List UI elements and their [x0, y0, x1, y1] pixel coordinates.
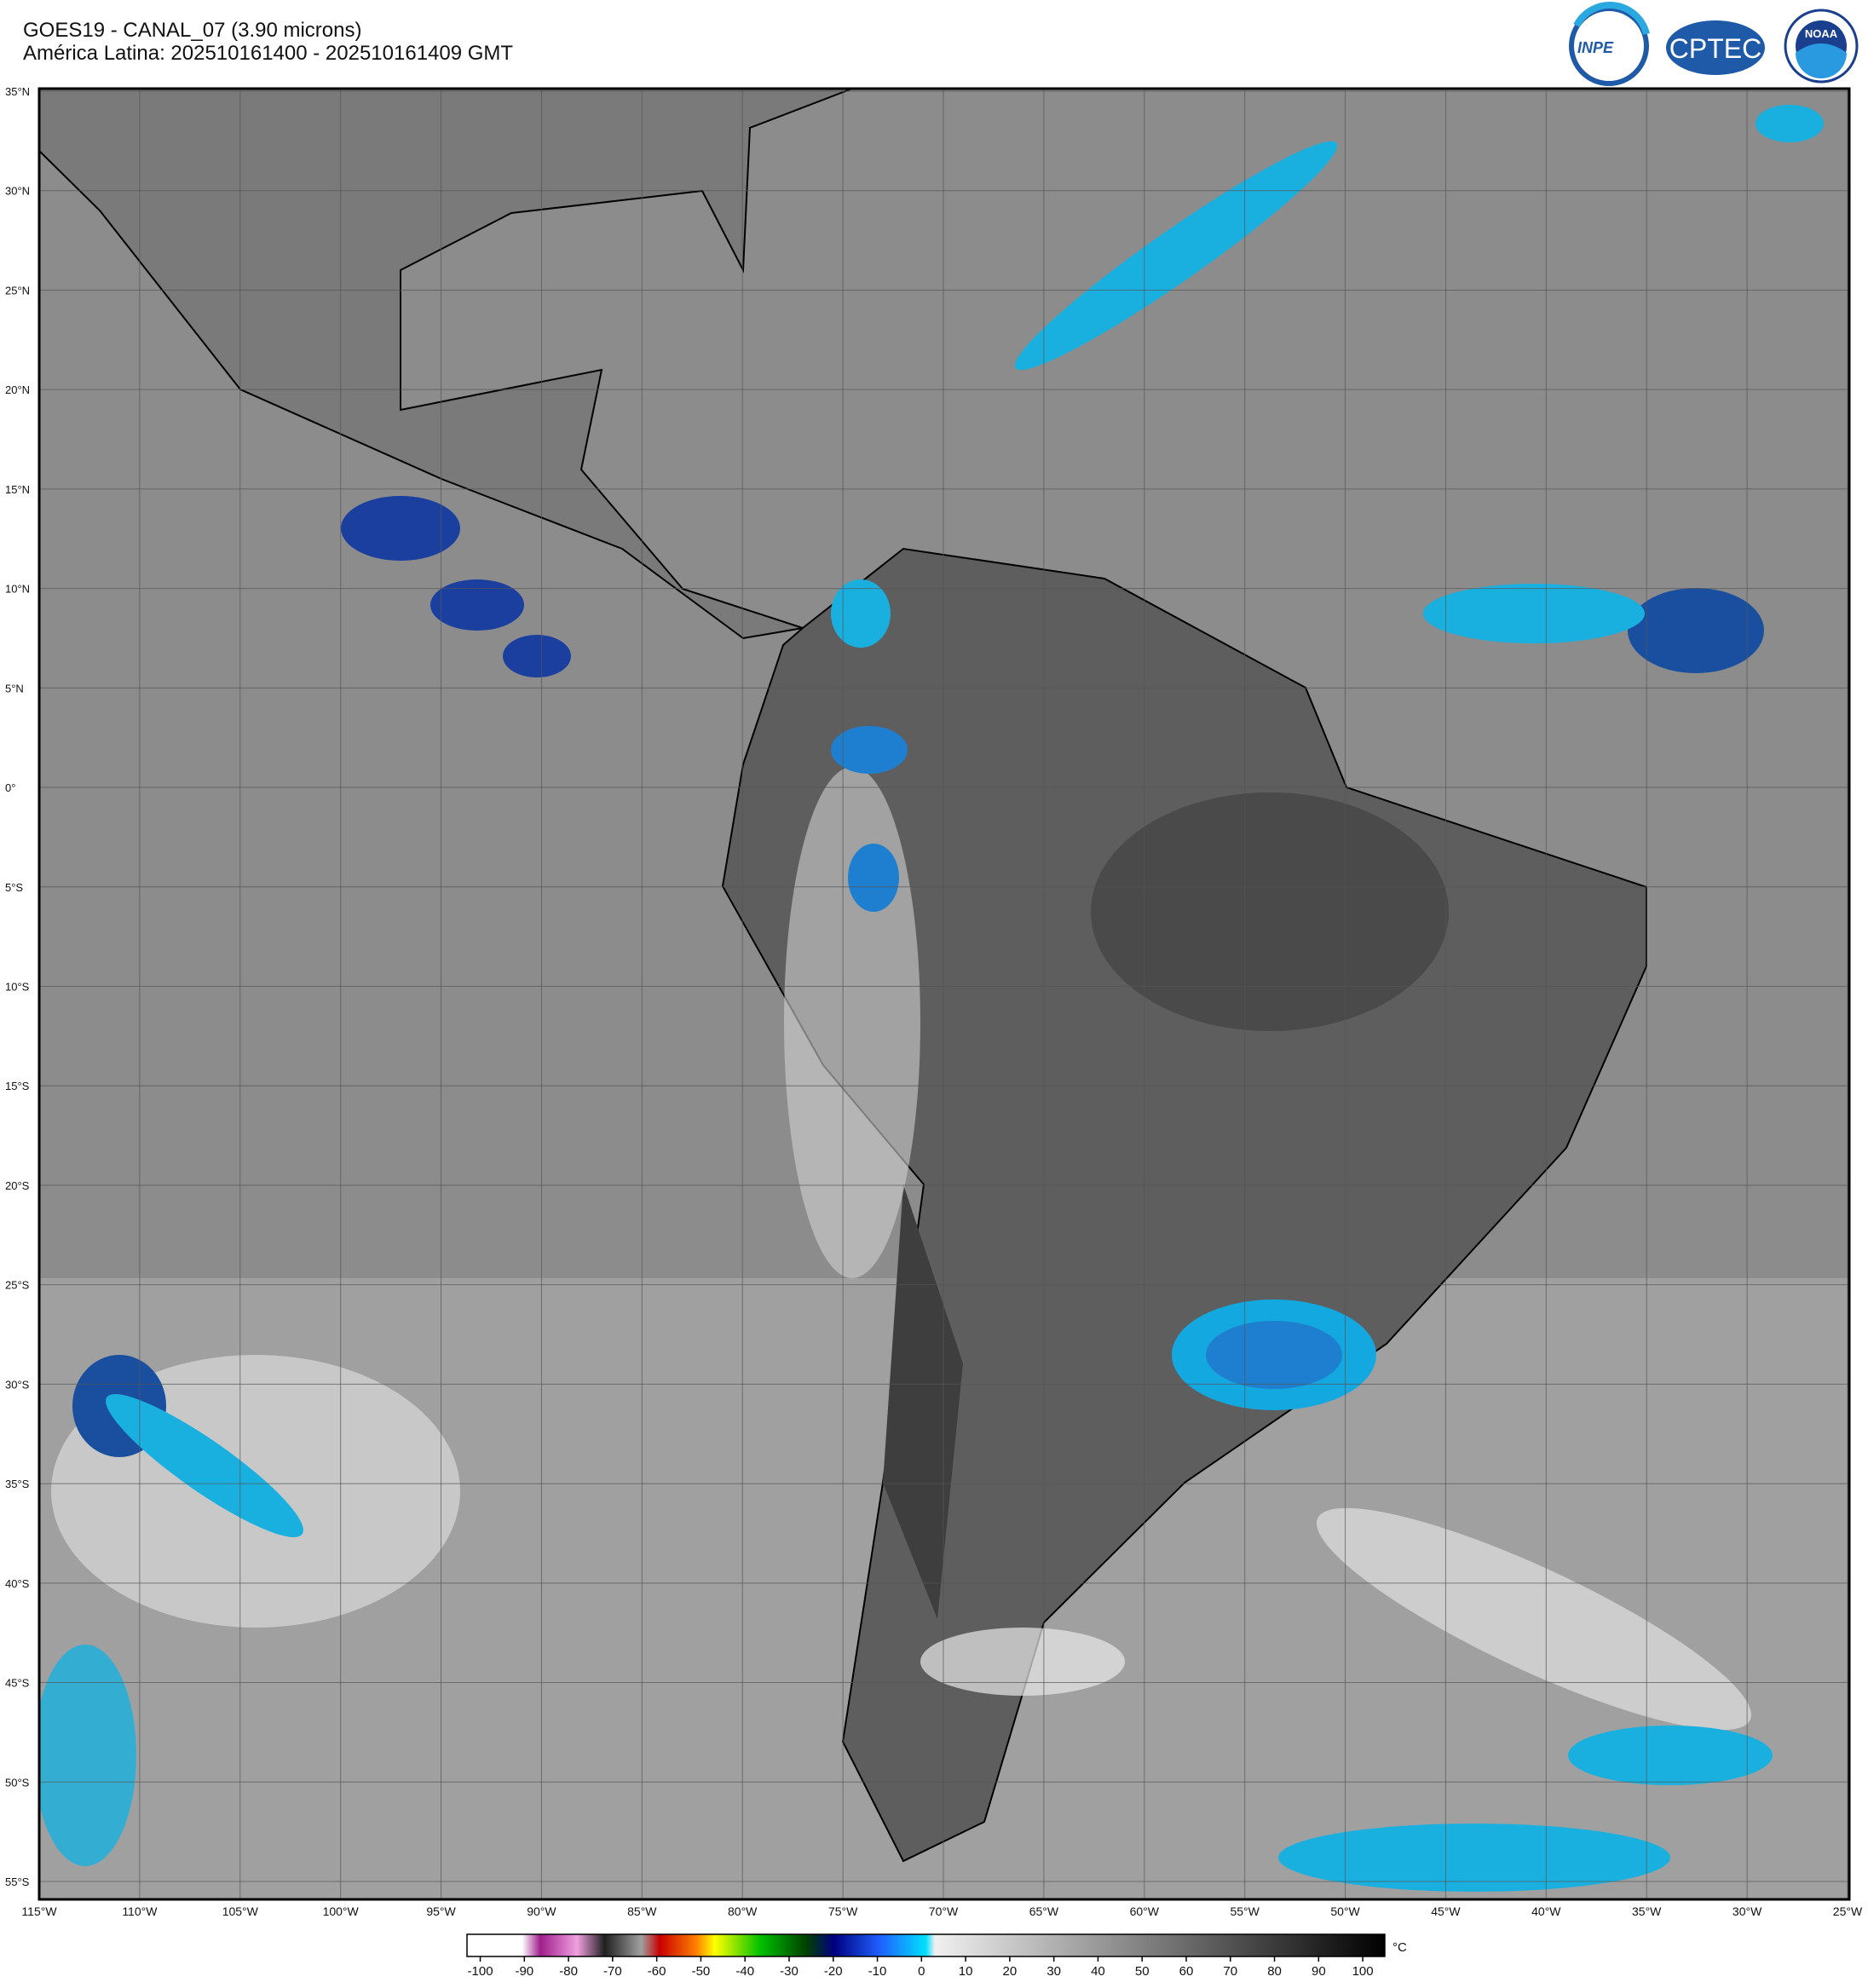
- satellite-image: [39, 89, 1849, 1899]
- lat-label: 35°S: [5, 1478, 30, 1490]
- lon-label: 100°W: [323, 1904, 360, 1918]
- lat-label: 15°S: [5, 1080, 30, 1092]
- lat-label: 45°S: [5, 1677, 30, 1690]
- logo-cptec: CPTEC: [1666, 20, 1765, 75]
- title: GOES19 - CANAL_07 (3.90 microns): [23, 19, 362, 42]
- colorbar-tick-label: -20: [824, 1964, 843, 1979]
- lat-label: 20°N: [5, 383, 30, 396]
- graticule: 35°N 30°N 25°N 20°N 15°N 10°N 5°N 0° 5°S 10°S 15°S…: [5, 85, 1863, 1918]
- lon-label: 75°W: [828, 1904, 858, 1918]
- colorbar-tick-label: 70: [1223, 1964, 1237, 1979]
- lon-label: 45°W: [1431, 1904, 1461, 1918]
- lat-label: 30°S: [5, 1378, 30, 1391]
- lat-label: 15°N: [5, 483, 30, 496]
- colorbar-tick-label: 90: [1312, 1964, 1326, 1979]
- colorbar-tick-label: -90: [515, 1964, 533, 1979]
- lon-label: 55°W: [1230, 1904, 1260, 1918]
- colorbar-tick-label: -70: [603, 1964, 622, 1979]
- colorbar-tick-label: -10: [868, 1964, 887, 1979]
- lon-label: 30°W: [1733, 1904, 1762, 1918]
- subtitle: América Latina: 202510161400 - 202510161…: [23, 42, 513, 65]
- lon-label: 50°W: [1330, 1904, 1360, 1918]
- lat-label: 20°S: [5, 1179, 30, 1192]
- colorbar-tick-label: 0: [918, 1964, 925, 1979]
- lon-label: 95°W: [426, 1904, 456, 1918]
- colorbar-tick-label: -60: [648, 1964, 666, 1979]
- logo-noaa: NOAA: [1784, 9, 1859, 84]
- lat-label: 10°S: [5, 981, 30, 994]
- logo-text: CPTEC: [1669, 33, 1761, 64]
- logo-inpe: INPE: [1569, 2, 1650, 86]
- colorbar-tick-label: -40: [735, 1964, 754, 1979]
- lon-label: 80°W: [728, 1904, 758, 1918]
- colorbar-tick-label: 40: [1091, 1964, 1105, 1979]
- colorbar-tick-label: -80: [559, 1964, 578, 1979]
- lon-label: 70°W: [929, 1904, 959, 1918]
- lon-label: 115°W: [21, 1904, 57, 1918]
- lon-label: 85°W: [627, 1904, 657, 1918]
- colorbar-tick-label: 30: [1046, 1964, 1061, 1979]
- lat-label: 50°S: [5, 1776, 30, 1789]
- colorbar-ticks: -100 -90 -80 -70 -60 -50 -40 -30 -20 -10 0 10 20 30 40…: [468, 1956, 1374, 1979]
- lat-label: 0°: [5, 781, 15, 794]
- colorbar: [466, 1933, 1386, 1957]
- lat-label: 5°N: [5, 682, 24, 694]
- lon-label: 25°W: [1833, 1904, 1863, 1918]
- lat-label: 35°N: [5, 85, 30, 98]
- lat-label: 25°S: [5, 1279, 30, 1292]
- colorbar-tick-label: -50: [692, 1964, 711, 1979]
- colorbar-tick-label: -100: [468, 1964, 493, 1979]
- logo-text: NOAA: [1805, 27, 1838, 40]
- colorbar-tick-label: 20: [1003, 1964, 1018, 1979]
- lon-label: 110°W: [122, 1904, 158, 1918]
- lon-label: 105°W: [222, 1904, 259, 1918]
- lon-label: 90°W: [527, 1904, 556, 1918]
- logo-text: INPE: [1577, 39, 1614, 56]
- lat-label: 55°S: [5, 1876, 30, 1888]
- map-frame: [37, 87, 1851, 1901]
- lat-label: 10°N: [5, 583, 30, 596]
- colorbar-tick-label: 60: [1179, 1964, 1194, 1979]
- lat-label: 5°S: [5, 881, 23, 894]
- lon-label: 65°W: [1029, 1904, 1059, 1918]
- colorbar-tick-label: -30: [780, 1964, 799, 1979]
- colorbar-tick-label: 80: [1267, 1964, 1282, 1979]
- colorbar-tick-label: 100: [1352, 1964, 1374, 1979]
- lat-label: 40°S: [5, 1577, 30, 1590]
- lon-label: 35°W: [1632, 1904, 1662, 1918]
- colorbar-unit: °C: [1392, 1940, 1407, 1955]
- lon-label: 40°W: [1531, 1904, 1561, 1918]
- lon-label: 60°W: [1130, 1904, 1160, 1918]
- colorbar-tick-label: 50: [1135, 1964, 1150, 1979]
- lat-label: 25°N: [5, 284, 30, 297]
- colorbar-tick-label: 10: [959, 1964, 973, 1979]
- lat-label: 30°N: [5, 185, 30, 198]
